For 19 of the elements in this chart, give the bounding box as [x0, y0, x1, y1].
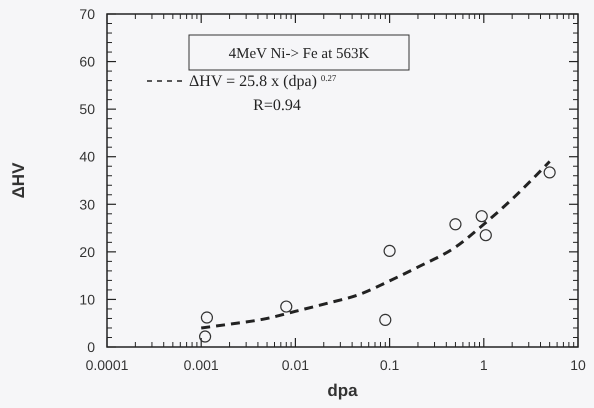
- y-axis-title: ΔHV: [9, 162, 28, 198]
- x-tick-label: 0.01: [282, 357, 310, 373]
- y-tick-label: 40: [79, 148, 96, 165]
- legend-label: ΔHV = 25.8 x (dpa)$^{0.27}$: [189, 73, 337, 90]
- y-tick-label: 60: [79, 54, 96, 70]
- y-tick-label: 10: [79, 291, 96, 308]
- y-tick-label: 20: [79, 244, 96, 260]
- x-tick-label: 1: [480, 357, 488, 373]
- x-tick-label: 10: [570, 357, 586, 373]
- y-tick-label: 70: [79, 6, 96, 22]
- y-tick-label: 50: [79, 101, 96, 118]
- y-tick-label: 30: [79, 196, 96, 212]
- y-tick-label: 0: [87, 339, 96, 355]
- x-tick-label: 0.1: [380, 357, 400, 373]
- x-tick-label: 0.0001: [86, 357, 129, 373]
- x-axis-title: dpa: [327, 381, 358, 400]
- annotation: 4MeV Ni-> Fe at 563K: [228, 46, 370, 62]
- annotation: R=0.94: [253, 97, 301, 114]
- x-tick-label: 0.001: [184, 357, 219, 373]
